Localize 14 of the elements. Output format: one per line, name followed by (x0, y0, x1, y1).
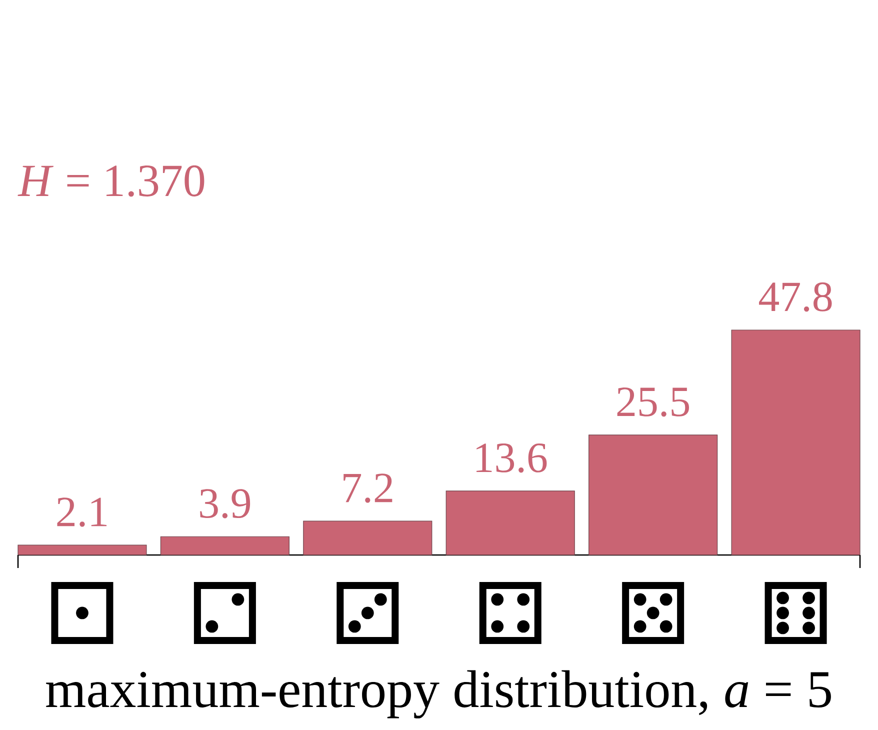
bar (18, 544, 147, 556)
data-label: 47.8 (759, 282, 832, 312)
data-label: 7.2 (344, 474, 392, 503)
data-label: 25.5 (617, 387, 690, 417)
bar (160, 536, 290, 556)
bar (731, 330, 860, 556)
data-label: 13.6 (476, 443, 547, 473)
x-axis-title: maximum-entropy distribution, a = 5 (46, 670, 831, 718)
bar (303, 520, 432, 556)
text: H = 1.370 (18, 165, 204, 197)
data-label: 2.1 (57, 498, 107, 527)
data-label: 3.9 (200, 489, 250, 518)
bar (588, 434, 718, 556)
bar (446, 490, 575, 556)
